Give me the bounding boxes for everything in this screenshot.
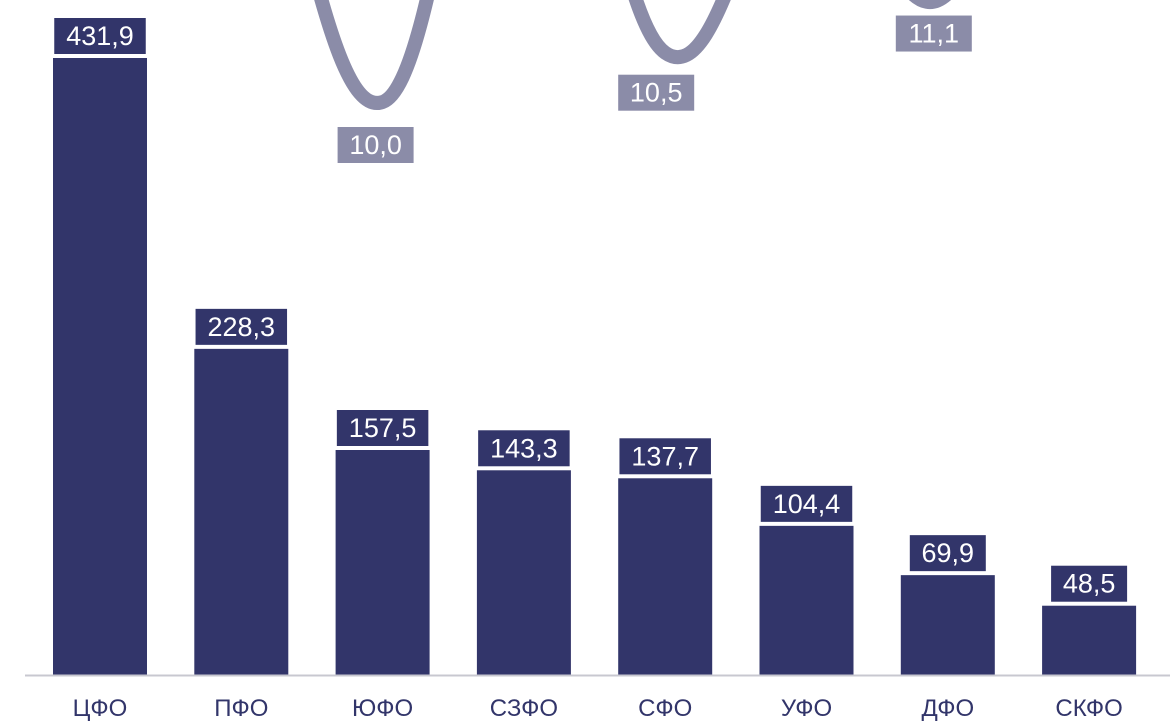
- bar-label-2-text: 228,3: [208, 312, 276, 342]
- category-label-8: СКФО: [1055, 695, 1122, 722]
- bar-label-4-text: 143,3: [490, 433, 558, 463]
- category-label-5: СФО: [638, 695, 692, 722]
- category-label-3: ЮФО: [352, 695, 413, 722]
- line-label-3-text: 10,0: [349, 130, 402, 160]
- bar-4: [476, 470, 571, 675]
- category-label-6: УФО: [781, 695, 832, 722]
- bar-label-3: 157,5: [336, 410, 429, 446]
- category-label-2: ПФО: [214, 695, 268, 722]
- bar-data-labels: 431,9 228,3 157,5 143,3 137,7 104,4 69,9 48,5: [54, 18, 1128, 602]
- bar-6: [759, 525, 854, 675]
- bar-7: [900, 575, 995, 675]
- bar-8: [1042, 605, 1137, 675]
- bar-label-5-text: 137,7: [631, 441, 699, 471]
- category-label-7: ДФО: [921, 695, 974, 722]
- bar-label-5-box: [619, 438, 711, 475]
- bar-label-2: 228,3: [195, 308, 288, 345]
- bar-label-3-box: [336, 410, 429, 446]
- bar-label-8-box: [1051, 565, 1128, 602]
- bar-label-4-box: [478, 430, 570, 467]
- bar-2: [194, 348, 289, 675]
- line-label-5-text: 10,5: [630, 78, 683, 108]
- category-labels: ЦФО ПФО ЮФО СЗФО СФО УФО ДФО СКФО: [73, 695, 1123, 722]
- line-label-5: 10,5: [618, 74, 695, 111]
- bar-label-5: 137,7: [619, 438, 711, 475]
- bar-label-1-text: 431,9: [66, 21, 134, 51]
- bar-label-4: 143,3: [478, 430, 570, 467]
- line-series: [314, 0, 951, 110]
- category-label-4: СЗФО: [490, 695, 558, 722]
- line-data-labels: 14,513,610,014,610,512,611,115,3: [337, 15, 972, 163]
- bar-label-6-box: [760, 485, 853, 522]
- bar-5: [618, 478, 713, 675]
- bar-label-1: 431,9: [54, 18, 146, 54]
- bar-label-7: 69,9: [909, 535, 986, 572]
- bar-label-7-text: 69,9: [922, 538, 975, 568]
- line-label-7: 11,1: [895, 15, 972, 52]
- line-label-3: 10,0: [337, 127, 414, 163]
- bar-label-6: 104,4: [760, 485, 853, 522]
- bar-label-8: 48,5: [1051, 565, 1128, 602]
- bar-label-8-text: 48,5: [1063, 569, 1116, 599]
- bar-label-1-box: [54, 18, 146, 54]
- category-label-1: ЦФО: [73, 695, 128, 722]
- bar-label-6-text: 104,4: [773, 489, 841, 519]
- bar-series: [53, 58, 1137, 675]
- bar-1: [53, 58, 147, 675]
- bar-3: [335, 450, 430, 675]
- bar-label-3-text: 157,5: [349, 413, 417, 443]
- line-label-5-box: [618, 74, 695, 111]
- line-label-7-box: [895, 15, 972, 52]
- bar-label-2-box: [195, 308, 288, 345]
- line-label-7-text: 11,1: [909, 19, 960, 49]
- line-label-3-box: [337, 127, 414, 163]
- bar-label-7-box: [909, 535, 986, 572]
